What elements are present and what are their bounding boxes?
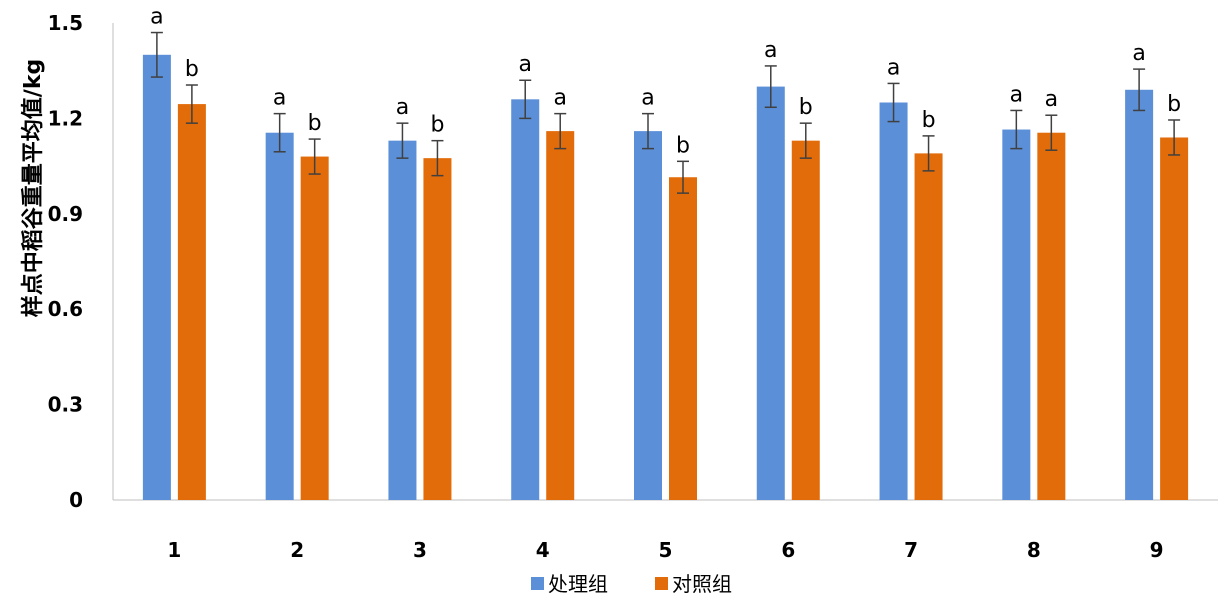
bars	[142, 54, 1189, 501]
x-tick-label: 4	[536, 538, 550, 562]
bar-series-1	[756, 86, 785, 500]
legend-swatch	[531, 577, 544, 590]
legend-label: 对照组	[672, 572, 732, 596]
y-tick-label: 0	[69, 488, 83, 512]
x-tick-label: 6	[781, 538, 795, 562]
bar-series-2	[423, 158, 452, 500]
bar-series-1	[634, 131, 662, 500]
y-axis-label: 样点中稻谷重量平均值/kg	[20, 59, 46, 317]
y-tick-label: 1.5	[48, 11, 83, 35]
significance-label: a	[764, 38, 777, 63]
bar-series-1	[142, 54, 171, 501]
significance-label: b	[430, 113, 444, 138]
bar-series-2	[1160, 137, 1189, 501]
bar-series-1	[388, 140, 417, 500]
bar-series-1	[1125, 89, 1154, 500]
x-tick-label: 7	[904, 538, 918, 562]
bar-series-1	[265, 132, 294, 500]
x-tick-label: 5	[659, 538, 673, 562]
significance-label: a	[887, 55, 900, 80]
bar-series-2	[791, 140, 820, 500]
significance-label: a	[1045, 87, 1058, 112]
x-tick-label: 2	[290, 538, 304, 562]
significance-label: b	[308, 111, 322, 136]
y-tick-label: 0.6	[48, 297, 83, 321]
bar-series-1	[879, 102, 908, 500]
legend-swatch	[655, 577, 668, 590]
bar-series-2	[1037, 132, 1066, 500]
y-tick-label: 0.9	[48, 202, 83, 226]
bar-series-1	[1002, 129, 1031, 500]
bar-series-1	[511, 99, 540, 500]
significance-label: a	[1010, 82, 1023, 107]
significance-label: a	[553, 86, 566, 111]
significance-label: b	[185, 57, 199, 82]
y-tick-label: 1.2	[48, 106, 83, 130]
significance-label: a	[641, 86, 654, 111]
y-tick-label: 0.3	[48, 393, 83, 417]
bar-series-2	[914, 153, 943, 500]
significance-label: a	[396, 95, 409, 120]
x-tick-label: 8	[1027, 538, 1041, 562]
x-tick-label: 1	[167, 538, 181, 562]
legend: 处理组 对照组	[531, 572, 732, 596]
significance-label: b	[799, 95, 813, 120]
significance-label: a	[1132, 41, 1145, 66]
bar-series-2	[669, 177, 697, 501]
x-tick-label: 9	[1150, 538, 1164, 562]
significance-label: a	[150, 5, 163, 30]
significance-label: a	[273, 86, 286, 111]
significance-label: b	[922, 108, 936, 133]
bar-series-2	[300, 156, 329, 500]
error-bars	[150, 31, 1181, 194]
bar-series-2	[546, 131, 575, 500]
significance-label: a	[518, 52, 531, 77]
significance-label: b	[676, 133, 690, 158]
axes: 0 0.3 0.6 0.9 1.2 1.5 1 2 3 4 5 6 7 8 9	[48, 11, 1218, 562]
bar-series-2	[177, 104, 206, 500]
legend-label: 处理组	[548, 572, 608, 596]
x-tick-label: 3	[413, 538, 427, 562]
significance-label: b	[1167, 92, 1181, 117]
